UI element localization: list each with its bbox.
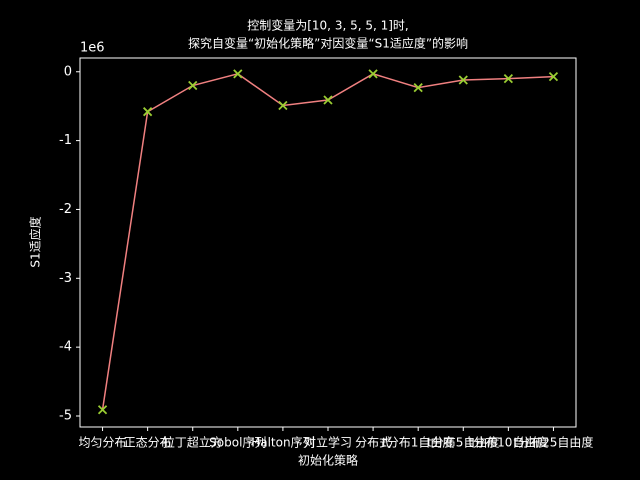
y-offset-label: 1e6 bbox=[80, 41, 105, 56]
x-tick-label: t分布25自由度 bbox=[513, 435, 593, 450]
point-marker bbox=[548, 71, 559, 82]
point-marker bbox=[458, 75, 468, 85]
point-marker bbox=[142, 107, 153, 117]
point-marker bbox=[503, 74, 514, 84]
series-line bbox=[101, 73, 554, 410]
point-marker bbox=[368, 69, 378, 79]
y-tick-label: -5 bbox=[59, 408, 72, 423]
point-marker bbox=[188, 80, 198, 91]
point-marker bbox=[323, 95, 333, 105]
y-tick-label: -1 bbox=[59, 133, 72, 148]
x-axis-label: 初始化策略 bbox=[298, 453, 358, 468]
chart-title: 控制变量为[10, 3, 5, 5, 1]时, bbox=[247, 18, 409, 33]
point-marker bbox=[413, 82, 423, 93]
x-tick-label: 分布式 bbox=[355, 436, 391, 450]
x-tick-label: Halton序列 bbox=[251, 435, 314, 450]
x-tick-label: 对立学习 bbox=[304, 435, 352, 450]
point-marker bbox=[278, 100, 288, 111]
chart-title: 探究自变量“初始化策略”对因变量“S1适应度”的影响 bbox=[188, 36, 468, 51]
x-tick-label: 均匀分布 bbox=[79, 436, 127, 450]
y-tick-label: -2 bbox=[59, 202, 72, 217]
x-tick-label: 拉丁超立方 bbox=[163, 435, 223, 450]
x-tick-label: t分布5自由度 bbox=[427, 435, 499, 450]
y-tick-label: -4 bbox=[59, 340, 72, 355]
x-tick-label: t分布10自由度 bbox=[468, 435, 548, 450]
x-tick-label: t分布1自由度 bbox=[382, 435, 454, 450]
plot-frame bbox=[79, 57, 577, 428]
y-tick-label: -3 bbox=[59, 271, 72, 286]
y-tick-label: 0 bbox=[64, 64, 72, 79]
y-axis-label: S1适应度 bbox=[28, 216, 43, 267]
x-tick-label: 正态分布 bbox=[124, 436, 172, 450]
point-marker bbox=[233, 69, 243, 79]
point-marker bbox=[97, 405, 108, 415]
x-tick-label: Sobol序列 bbox=[209, 435, 266, 450]
